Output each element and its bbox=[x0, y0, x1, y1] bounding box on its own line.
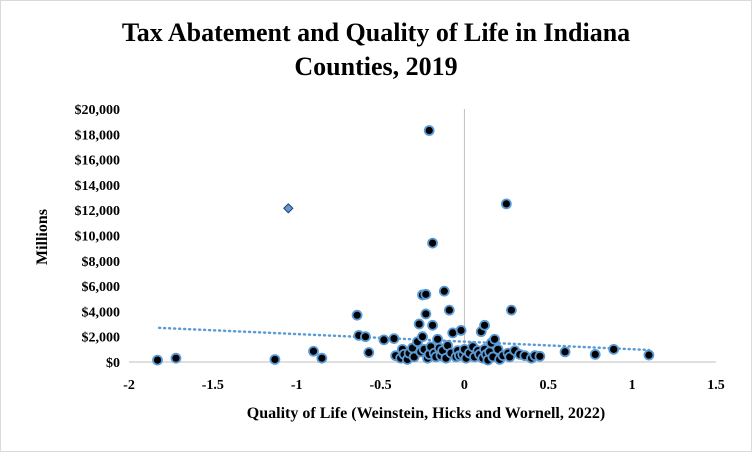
axes bbox=[129, 109, 716, 363]
data-points bbox=[152, 125, 655, 366]
y-tick-label: $16,000 bbox=[75, 154, 121, 169]
data-point bbox=[423, 125, 435, 136]
data-point bbox=[388, 333, 400, 344]
data-point bbox=[427, 319, 438, 331]
data-point bbox=[351, 309, 363, 321]
y-tick-label: $0 bbox=[106, 356, 120, 371]
x-tick-label: 1.5 bbox=[707, 378, 725, 393]
x-tick-label: -1 bbox=[291, 378, 303, 393]
data-point bbox=[427, 237, 438, 249]
data-point bbox=[500, 198, 512, 210]
x-tick-label: -1.5 bbox=[202, 378, 224, 393]
y-tick-label: $4,000 bbox=[82, 305, 121, 320]
data-point-diamond bbox=[283, 203, 294, 214]
y-tick-label: $14,000 bbox=[75, 179, 121, 194]
x-tick-label: -0.5 bbox=[369, 378, 391, 393]
data-point bbox=[360, 331, 371, 343]
x-tick-label: 1 bbox=[629, 378, 636, 393]
y-tick-label: $12,000 bbox=[75, 204, 121, 219]
data-point bbox=[170, 352, 182, 364]
y-tick-label: $18,000 bbox=[75, 128, 121, 143]
data-point bbox=[363, 347, 375, 358]
y-tick-label: $20,000 bbox=[75, 103, 121, 118]
data-point bbox=[420, 288, 432, 300]
data-point bbox=[420, 308, 432, 320]
x-tick-label: 0.5 bbox=[540, 378, 558, 393]
data-point bbox=[443, 304, 455, 316]
data-point bbox=[432, 333, 443, 345]
data-point bbox=[589, 349, 601, 360]
data-point bbox=[608, 343, 620, 355]
y-tick-label: $6,000 bbox=[82, 280, 121, 295]
data-point bbox=[413, 318, 425, 330]
trendline bbox=[157, 326, 651, 352]
data-point bbox=[378, 334, 390, 346]
data-point bbox=[308, 345, 319, 357]
data-point bbox=[479, 319, 490, 331]
y-tick-label: $8,000 bbox=[82, 255, 121, 270]
data-point bbox=[559, 346, 571, 358]
chart-title: Tax Abatement and Quality of Life in Ind… bbox=[0, 16, 752, 84]
x-axis-title: Quality of Life (Weinstein, Hicks and Wo… bbox=[247, 405, 605, 422]
data-point bbox=[455, 324, 467, 336]
y-tick-label: $2,000 bbox=[82, 331, 121, 346]
tick-labels: -2 -1.5 -1 -0.5 0 0.5 1 1.5 $0 $2,000 $4,000 $6,000… bbox=[75, 103, 725, 393]
data-point bbox=[269, 354, 281, 365]
trendline-layer bbox=[157, 326, 651, 352]
chart-title-line-2: Counties, 2019 bbox=[294, 52, 458, 81]
data-point bbox=[438, 285, 450, 297]
y-axis-title: Millions bbox=[34, 209, 51, 265]
data-point bbox=[417, 331, 428, 343]
y-tick-label: $10,000 bbox=[75, 230, 121, 245]
data-point bbox=[643, 349, 655, 361]
data-point bbox=[489, 333, 501, 345]
x-tick-label: -2 bbox=[123, 378, 135, 393]
data-point bbox=[316, 352, 328, 364]
data-point bbox=[505, 304, 517, 316]
x-tick-label: 0 bbox=[461, 378, 468, 393]
chart-title-line-1: Tax Abatement and Quality of Life in Ind… bbox=[121, 18, 631, 47]
data-point bbox=[152, 354, 163, 366]
data-point bbox=[534, 350, 546, 362]
